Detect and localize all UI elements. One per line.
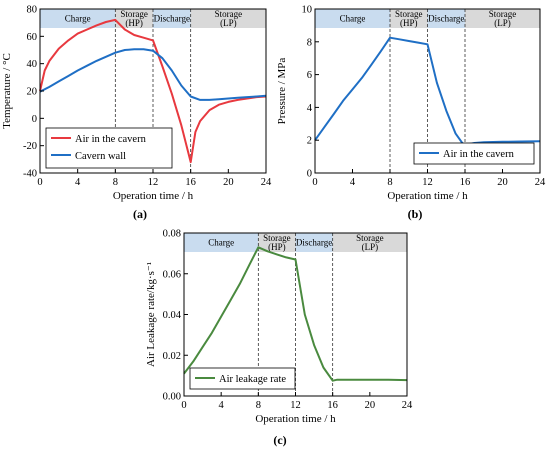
- y-tick-label-p-a-1: -20: [23, 141, 37, 152]
- phase-label-p-a-2: Discharge: [154, 14, 190, 24]
- phase-label-p-c-2: Discharge: [296, 238, 332, 248]
- legend-box-p-b: [413, 142, 535, 165]
- x-tick-label-p-b-3: 12: [422, 177, 433, 188]
- y-tick-label-p-a-3: 20: [27, 87, 38, 98]
- x-tick-label-p-c-3: 12: [290, 400, 301, 411]
- phase-label-p-a-0: Charge: [65, 14, 91, 24]
- phase-band-p-a-2: [153, 9, 191, 28]
- x-tick-label-p-b-5: 20: [497, 177, 508, 188]
- phase-band-p-a-0: [40, 9, 116, 28]
- series-line-p-a-0: [39, 18, 267, 164]
- y-tick-label-p-b-2: 4: [307, 103, 313, 114]
- x-tick-label-p-b-4: 16: [460, 177, 471, 188]
- y-tick-label-p-b-4: 8: [307, 37, 312, 48]
- legend-label-p-a-1: Cavern wall: [75, 151, 126, 162]
- x-tick-label-p-b-2: 8: [387, 177, 392, 188]
- y-tick-label-p-c-0: 0.00: [163, 392, 181, 403]
- phase-label-p-c-1: Storage (HP): [263, 233, 291, 252]
- x-tick-label-p-a-5: 20: [223, 177, 234, 188]
- legend-box-p-a: [45, 127, 173, 169]
- x-tick-label-p-c-0: 0: [181, 400, 186, 411]
- y-tick-label-p-a-0: -40: [23, 169, 37, 180]
- phase-label-p-a-1: Storage (HP): [120, 9, 148, 28]
- x-axis-label-p-b: Operation time / h: [387, 190, 468, 202]
- x-axis-label-p-a: Operation time / h: [113, 190, 194, 202]
- phase-band-p-b-3: [465, 9, 540, 28]
- x-tick-label-p-a-2: 8: [113, 177, 118, 188]
- phase-label-p-b-1: Storage (HP): [395, 9, 423, 28]
- x-tick-label-p-c-6: 24: [402, 400, 413, 411]
- x-tick-label-p-c-1: 4: [219, 400, 225, 411]
- x-tick-label-p-a-1: 4: [75, 177, 81, 188]
- phase-band-p-c-1: [258, 233, 296, 252]
- phase-band-p-b-2: [427, 9, 465, 28]
- phase-band-p-a-3: [190, 9, 266, 28]
- phase-band-p-c-0: [184, 233, 259, 252]
- y-tick-label-p-a-5: 60: [27, 32, 38, 43]
- phase-label-p-b-0: Charge: [340, 14, 366, 24]
- x-tick-label-p-b-0: 0: [312, 177, 317, 188]
- y-tick-label-p-b-5: 10: [302, 5, 313, 16]
- x-axis-label-p-c: Operation time / h: [255, 413, 336, 425]
- phase-label-p-a-3: Storage (LP): [215, 9, 243, 28]
- y-tick-label-p-b-1: 2: [307, 136, 312, 147]
- x-tick-label-p-a-6: 24: [261, 177, 272, 188]
- x-tick-label-p-b-1: 4: [350, 177, 356, 188]
- phase-band-p-c-3: [332, 233, 407, 252]
- legend-box-p-c: [189, 367, 296, 390]
- panel-label-b: (b): [408, 207, 423, 221]
- y-axis-label-p-b: Pressure / MPa: [276, 58, 288, 125]
- y-axis-label-p-c: Air Leakage rate/kg·s⁻¹: [145, 262, 157, 367]
- y-tick-label-p-c-1: 0.02: [163, 351, 181, 362]
- y-tick-label-p-a-6: 80: [27, 5, 38, 16]
- x-tick-label-p-a-3: 12: [148, 177, 159, 188]
- phase-label-p-b-2: Discharge: [428, 14, 464, 24]
- phase-label-p-c-3: Storage (LP): [356, 233, 384, 252]
- x-tick-label-p-c-4: 16: [327, 400, 338, 411]
- panel-c-chart: Charge Storage (HP) Discharge Storage (LP) 0 4 8…: [145, 229, 413, 426]
- legend-label-p-b-0: Air in the cavern: [443, 149, 515, 160]
- phase-band-p-b-1: [390, 9, 428, 28]
- series-line-p-c-0: [183, 246, 408, 382]
- y-tick-label-p-c-4: 0.08: [163, 229, 181, 240]
- panel-label-c: (c): [273, 433, 286, 447]
- x-tick-label-p-c-5: 20: [365, 400, 376, 411]
- phase-band-p-a-1: [115, 9, 153, 28]
- y-tick-label-p-c-2: 0.04: [163, 310, 182, 321]
- panel-a-chart: Charge Storage (HP) Discharge Storage (LP) 0 4 8…: [1, 5, 272, 203]
- y-axis-label-p-a: Temperature / °C: [1, 53, 13, 129]
- panel-b-chart: Charge Storage (HP) Discharge Storage (LP) 0 4 8…: [276, 5, 546, 203]
- y-tick-label-p-b-0: 0: [307, 169, 312, 180]
- y-tick-label-p-b-3: 6: [307, 70, 312, 81]
- series-line-p-a-1: [39, 48, 267, 101]
- legend-label-p-c-0: Air leakage rate: [219, 374, 286, 385]
- y-tick-label-p-c-3: 0.06: [163, 269, 181, 280]
- phase-label-p-c-0: Charge: [208, 238, 234, 248]
- legend-label-p-a-0: Air in the cavern: [75, 134, 147, 145]
- phase-label-p-b-3: Storage (LP): [489, 9, 517, 28]
- phase-band-p-b-0: [315, 9, 390, 28]
- phase-band-p-c-2: [295, 233, 333, 252]
- x-tick-label-p-c-2: 8: [256, 400, 261, 411]
- x-tick-label-p-a-0: 0: [37, 177, 42, 188]
- panel-label-a: (a): [133, 207, 147, 221]
- x-tick-label-p-a-4: 16: [185, 177, 196, 188]
- y-tick-label-p-a-2: 0: [32, 114, 37, 125]
- x-tick-label-p-b-6: 24: [535, 177, 546, 188]
- y-tick-label-p-a-4: 40: [27, 59, 38, 70]
